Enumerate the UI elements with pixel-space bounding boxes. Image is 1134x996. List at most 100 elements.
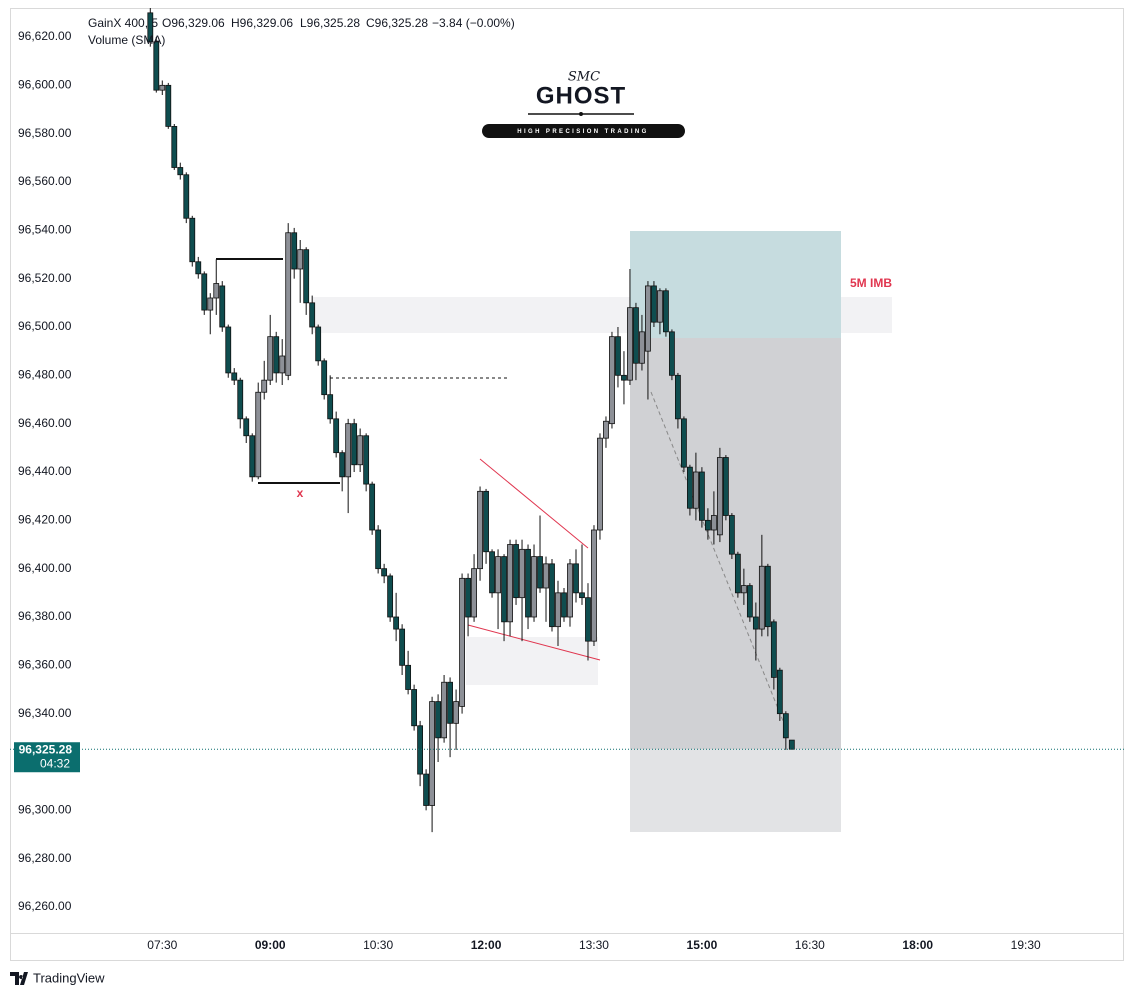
candle-body	[776, 669, 783, 715]
candle-body	[441, 681, 447, 739]
price-label-box	[14, 742, 80, 773]
candle-body	[417, 725, 424, 775]
candle-body	[201, 273, 208, 311]
brand: TradingView	[33, 970, 105, 985]
candle-body	[507, 544, 513, 623]
candle-body	[645, 285, 651, 352]
candle-body	[405, 664, 412, 690]
candle-body	[231, 372, 238, 381]
candle-body	[171, 126, 178, 168]
logo-script: SMC	[568, 70, 600, 85]
x-tick-label: 09:00	[255, 938, 286, 952]
candle-body	[243, 418, 250, 437]
header: GainX 400, 5 O96,329.06 H96,329.06 L96,3…	[88, 16, 515, 47]
candle-body	[687, 466, 693, 509]
candle-body	[393, 616, 400, 630]
candle-body	[387, 575, 394, 618]
candle-body	[561, 592, 567, 618]
candle-body	[639, 331, 645, 364]
candle-body	[375, 529, 382, 570]
ohlc: O96,329.06	[162, 16, 225, 30]
candle-body	[489, 551, 495, 594]
axes: 96,260.0096,280.0096,300.0096,320.0096,3…	[10, 29, 1124, 952]
candle-body	[189, 217, 196, 263]
candle-body	[603, 420, 609, 439]
candle-body	[531, 556, 537, 618]
candle-body	[339, 452, 346, 478]
candle-body	[453, 701, 459, 724]
annotation: 5M IMB	[850, 276, 892, 290]
candle-body	[213, 283, 220, 299]
candle-body	[681, 418, 687, 468]
x-tick-label: 19:30	[1011, 938, 1041, 952]
candle-body	[411, 689, 418, 727]
candle-body	[309, 302, 316, 328]
y-tick-label: 96,580.00	[18, 126, 72, 140]
candle-body	[573, 563, 579, 594]
candle-body	[728, 515, 735, 555]
candle-body	[159, 84, 166, 91]
candle-body	[746, 585, 753, 618]
logo-tagline: HIGH PRECISION TRADING	[517, 129, 648, 135]
candle-body	[555, 592, 561, 628]
candle-body	[495, 556, 501, 594]
candle-body	[770, 621, 777, 678]
y-tick-label: 96,340.00	[18, 706, 72, 720]
candle-body	[579, 592, 585, 599]
candle-body	[704, 519, 711, 531]
indicator: Volume (SMA)	[88, 33, 165, 47]
candle-body	[758, 565, 765, 630]
logo-dot	[579, 112, 583, 116]
candle-body	[734, 553, 741, 594]
candle-body	[147, 12, 154, 43]
candle-body	[657, 290, 663, 323]
x-tick-label: 15:00	[687, 938, 718, 952]
candle-body	[165, 84, 172, 127]
position-box	[630, 338, 841, 749]
position-box	[630, 749, 841, 832]
logo-name: GHOST	[536, 82, 626, 109]
ohlc: L96,325.28	[300, 16, 360, 30]
candle-body	[399, 628, 406, 666]
y-tick-label: 96,360.00	[18, 658, 72, 672]
y-tick-label: 96,560.00	[18, 174, 72, 188]
candle-body	[237, 379, 244, 420]
brand-icon	[10, 972, 28, 985]
wedge-line	[479, 458, 589, 549]
candle-body	[483, 490, 489, 553]
candle-body	[782, 713, 789, 739]
candle-body	[543, 563, 549, 589]
logo-band	[482, 124, 685, 138]
y-tick-label: 96,480.00	[18, 368, 72, 382]
candle-body	[183, 174, 190, 219]
candle-body	[447, 681, 453, 724]
candle-body	[219, 285, 226, 328]
candle-body	[627, 307, 633, 381]
price-label: 96,325.28	[19, 742, 73, 756]
candle-body	[710, 515, 717, 531]
candle-body	[633, 307, 639, 364]
candle-body	[285, 232, 292, 376]
projection-line	[650, 391, 786, 727]
y-tick-label: 96,440.00	[18, 464, 72, 478]
candle-body	[609, 336, 615, 425]
x-tick-label: 10:30	[363, 938, 393, 952]
candle-body	[669, 331, 675, 376]
y-tick-label: 96,420.00	[18, 513, 72, 527]
y-tick-label: 96,400.00	[18, 561, 72, 575]
candle-body	[764, 565, 771, 628]
candle-body	[291, 232, 298, 270]
candle-body	[699, 471, 705, 521]
candle-body	[327, 394, 334, 420]
x-tick-label: 16:30	[795, 938, 825, 952]
candle-body	[255, 391, 262, 478]
candle-body	[471, 568, 477, 618]
candle-body	[477, 490, 483, 570]
ohlc: C96,325.28	[366, 16, 428, 30]
candle-body	[716, 457, 723, 536]
y-tick-label: 96,380.00	[18, 609, 72, 623]
wedge-line	[467, 624, 601, 661]
candle-body	[693, 471, 699, 509]
candle-body	[621, 374, 627, 381]
candle-body	[207, 297, 214, 311]
